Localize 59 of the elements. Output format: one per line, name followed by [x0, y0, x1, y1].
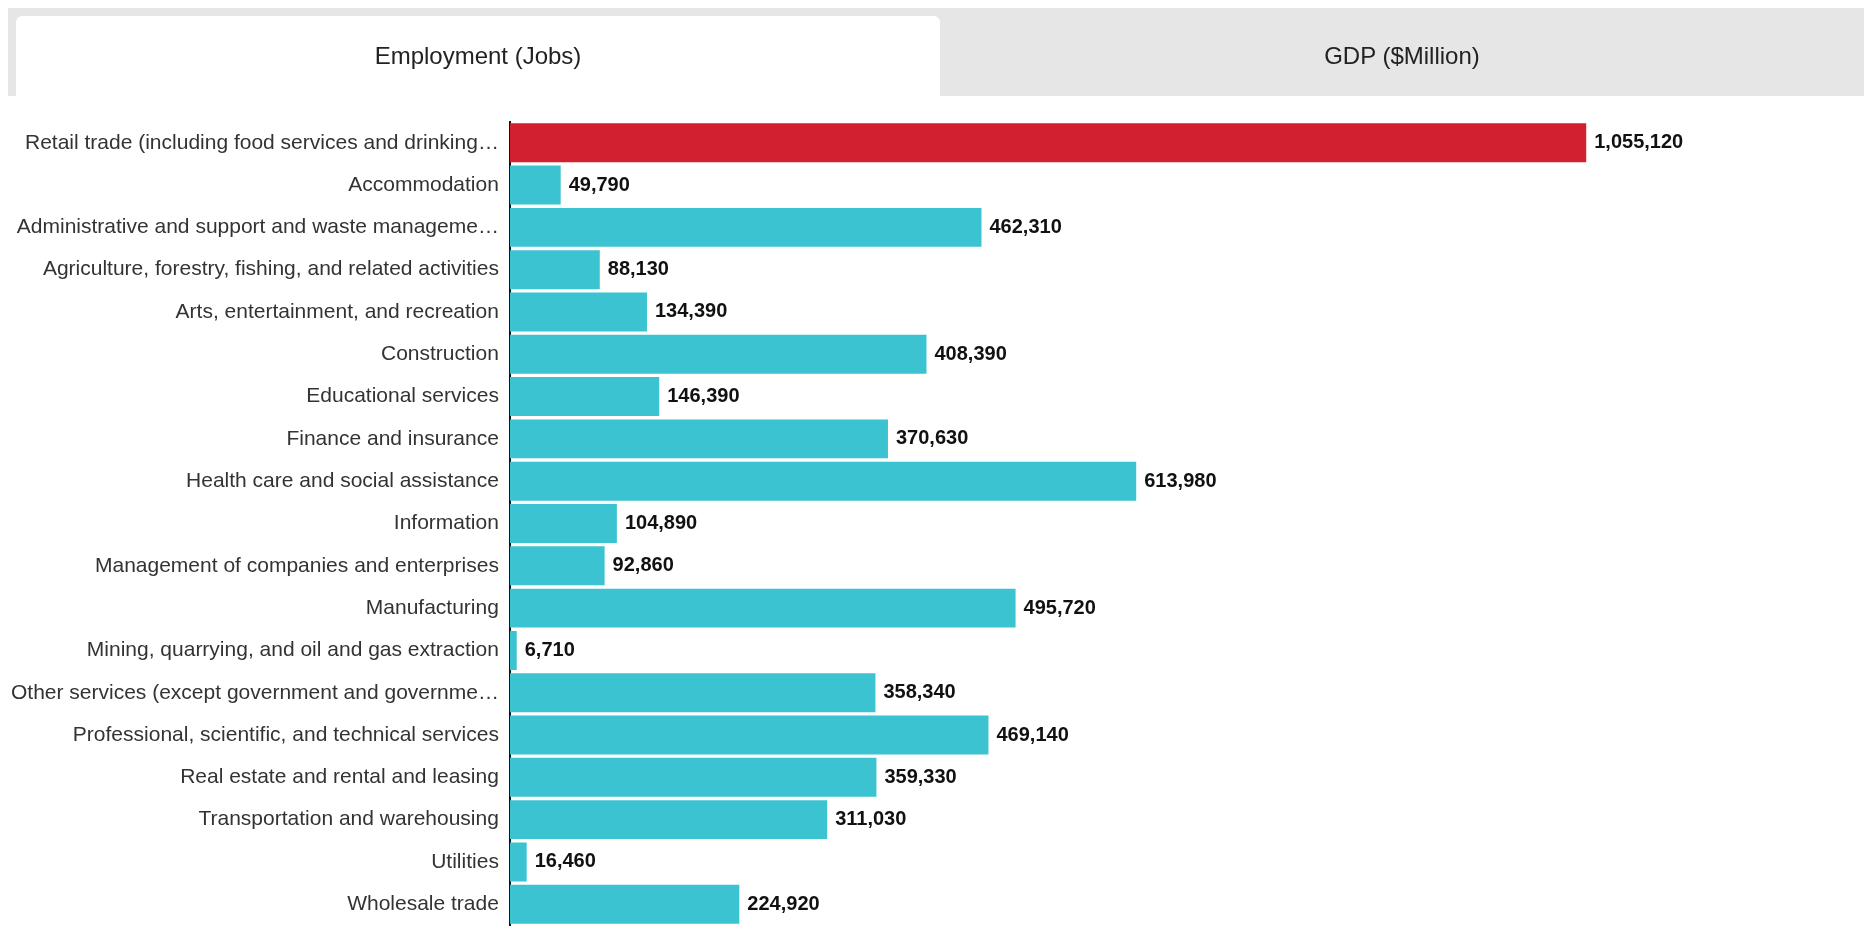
bar: [509, 673, 876, 713]
y-tick-label: Administrative and support and waste manageme…: [16, 214, 499, 238]
bar: [509, 842, 527, 882]
data-label: 370,630: [895, 426, 969, 449]
data-label: 146,390: [667, 384, 740, 407]
bar: [509, 546, 605, 586]
data-label: 1,055,120: [1594, 130, 1684, 153]
bar: [509, 461, 1137, 501]
y-tick-label: Management of companies and enterprises: [94, 552, 499, 576]
bar: [509, 757, 877, 797]
bar: [509, 588, 1016, 628]
data-label: 49,790: [568, 172, 630, 195]
y-tick-label: Accommodation: [348, 171, 499, 195]
data-label: 104,890: [624, 511, 698, 534]
data-label: 16,460: [534, 849, 596, 872]
data-label: 358,340: [883, 680, 956, 703]
y-tick-label: Construction: [381, 341, 499, 365]
bar: [509, 715, 989, 755]
data-label: 224,920: [747, 891, 820, 914]
data-label: 6,710: [524, 637, 575, 660]
bar: [509, 165, 561, 205]
data-label: 359,330: [884, 764, 957, 787]
y-tick-label: Wholesale trade: [347, 891, 499, 915]
y-tick-label: Transportation and warehousing: [198, 806, 499, 830]
data-label: 408,390: [934, 341, 1007, 364]
y-tick-label: Educational services: [306, 383, 499, 407]
data-label: 462,310: [989, 214, 1062, 237]
y-tick-label: Agriculture, forestry, fishing, and related activities: [42, 256, 499, 280]
y-tick-label: Manufacturing: [365, 594, 499, 618]
y-tick-label: Utilities: [431, 848, 499, 872]
bar: [509, 504, 617, 543]
data-label: 88,130: [607, 257, 669, 280]
chart-title: Employment (Jobs): [16, 16, 940, 96]
data-label: 92,860: [612, 553, 674, 576]
bar: [509, 207, 982, 247]
bar: [509, 419, 888, 459]
y-tick-label: Real estate and rental and leasing: [180, 764, 499, 788]
bar: [509, 123, 1587, 163]
y-tick-label: Mining, quarrying, and oil and gas extraction: [86, 637, 499, 661]
data-label: 469,140: [996, 722, 1069, 745]
y-tick-label: Health care and social assistance: [186, 467, 499, 491]
y-tick-label: Finance and insurance: [286, 425, 499, 449]
bar: [509, 250, 600, 290]
y-tick-label: Retail trade (including food services and drinking…: [24, 129, 499, 153]
data-label: 134,390: [654, 299, 728, 322]
y-tick-label: Professional, scientific, and technical services: [72, 721, 499, 745]
y-tick-label: Other services (except government and governme…: [10, 679, 499, 703]
y-tick-label: Information: [393, 510, 499, 534]
bar: [509, 630, 517, 670]
data-label: 311,030: [835, 807, 907, 830]
data-label: 495,720: [1023, 595, 1096, 618]
bar: [509, 292, 647, 332]
bar: [509, 800, 828, 840]
y-tick-label: Arts, entertainment, and recreation: [175, 298, 499, 322]
bar: [509, 334, 927, 374]
data-label: 613,980: [1144, 468, 1217, 491]
bar: [509, 377, 660, 417]
bar: [509, 884, 740, 924]
text: GDP ($Million): [940, 16, 1864, 96]
